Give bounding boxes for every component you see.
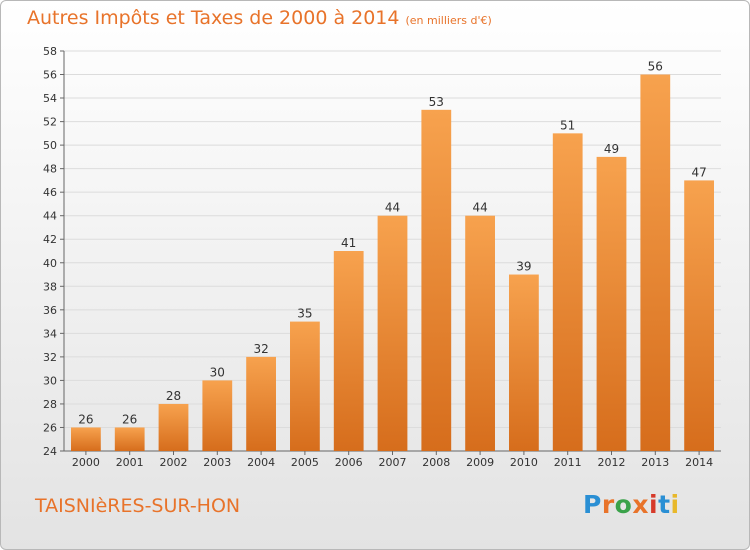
logo-letter: t	[658, 490, 671, 519]
logo-letter: r	[601, 490, 615, 519]
y-tick-label: 28	[43, 398, 57, 411]
bar	[640, 74, 671, 451]
data-label: 56	[648, 60, 663, 74]
y-tick-label: 26	[43, 421, 57, 434]
x-tick-label: 2007	[379, 456, 407, 469]
data-label: 53	[429, 95, 444, 109]
bar	[684, 180, 714, 452]
y-tick-label: 36	[43, 304, 57, 317]
bar	[290, 321, 320, 451]
x-tick-label: 2005	[291, 456, 319, 469]
x-tick-label: 2012	[598, 456, 626, 469]
y-tick-label: 58	[43, 45, 57, 58]
logo-letter: i	[649, 490, 659, 519]
data-label: 51	[560, 118, 575, 132]
y-tick-label: 38	[43, 280, 57, 293]
x-axis: 2000 2001 2002 2003 2004 2005 2006 2007 2008 2009…	[72, 451, 713, 469]
bars	[71, 74, 714, 452]
bar	[465, 215, 495, 451]
x-tick-label: 2014	[685, 456, 713, 469]
x-tick-label: 2011	[554, 456, 582, 469]
data-label: 39	[516, 260, 531, 274]
y-tick-label: 24	[43, 445, 57, 458]
bar	[552, 133, 583, 451]
x-tick-label: 2001	[116, 456, 144, 469]
data-label: 44	[385, 201, 400, 215]
y-tick-label: 34	[43, 327, 57, 340]
bar	[71, 427, 101, 451]
logo-letter: i	[670, 490, 680, 519]
y-tick-label: 46	[43, 186, 57, 199]
data-label: 32	[253, 342, 268, 356]
data-label: 47	[691, 165, 706, 179]
proxiti-logo[interactable]: Proxiti	[583, 490, 680, 519]
y-tick-label: 52	[43, 116, 57, 129]
x-tick-label: 2008	[422, 456, 450, 469]
bar	[114, 427, 145, 451]
data-label: 44	[472, 201, 487, 215]
x-tick-label: 2004	[247, 456, 275, 469]
data-label: 30	[210, 365, 225, 379]
x-tick-label: 2000	[72, 456, 100, 469]
x-tick-label: 2006	[335, 456, 363, 469]
y-tick-label: 32	[43, 351, 57, 364]
bar	[596, 156, 627, 451]
data-label: 35	[297, 307, 312, 321]
x-tick-label: 2013	[641, 456, 669, 469]
y-tick-label: 54	[43, 92, 57, 105]
y-tick-label: 56	[43, 69, 57, 82]
data-label: 26	[78, 412, 93, 426]
bar	[509, 274, 539, 451]
commune-name: TAISNIèRES-SUR-HON	[35, 495, 241, 517]
bar	[246, 356, 276, 451]
x-tick-label: 2010	[510, 456, 538, 469]
bar	[377, 215, 408, 451]
x-tick-label: 2003	[203, 456, 231, 469]
y-tick-label: 42	[43, 233, 57, 246]
bar	[202, 380, 233, 451]
data-label: 28	[166, 389, 181, 403]
bar	[421, 109, 452, 451]
chart-subtitle: (en milliers d'€)	[405, 14, 492, 27]
data-labels: 26 26 28 30 32 35 41 44 53 44 39 51 49 56 47	[78, 60, 706, 427]
data-label: 41	[341, 236, 356, 250]
bar	[158, 403, 189, 451]
logo-letter: P	[583, 490, 602, 519]
data-label: 49	[604, 142, 619, 156]
data-label: 26	[122, 412, 137, 426]
x-tick-label: 2002	[160, 456, 188, 469]
logo-letter: x	[632, 490, 649, 519]
x-tick-label: 2009	[466, 456, 494, 469]
y-tick-label: 50	[43, 139, 57, 152]
y-tick-label: 44	[43, 210, 57, 223]
y-tick-label: 40	[43, 257, 57, 270]
chart-title: Autres Impôts et Taxes de 2000 à 2014 (en…	[27, 7, 492, 29]
logo-letter: o	[614, 490, 633, 519]
y-tick-label: 48	[43, 163, 57, 176]
y-tick-label: 30	[43, 374, 57, 387]
bar	[333, 251, 364, 451]
